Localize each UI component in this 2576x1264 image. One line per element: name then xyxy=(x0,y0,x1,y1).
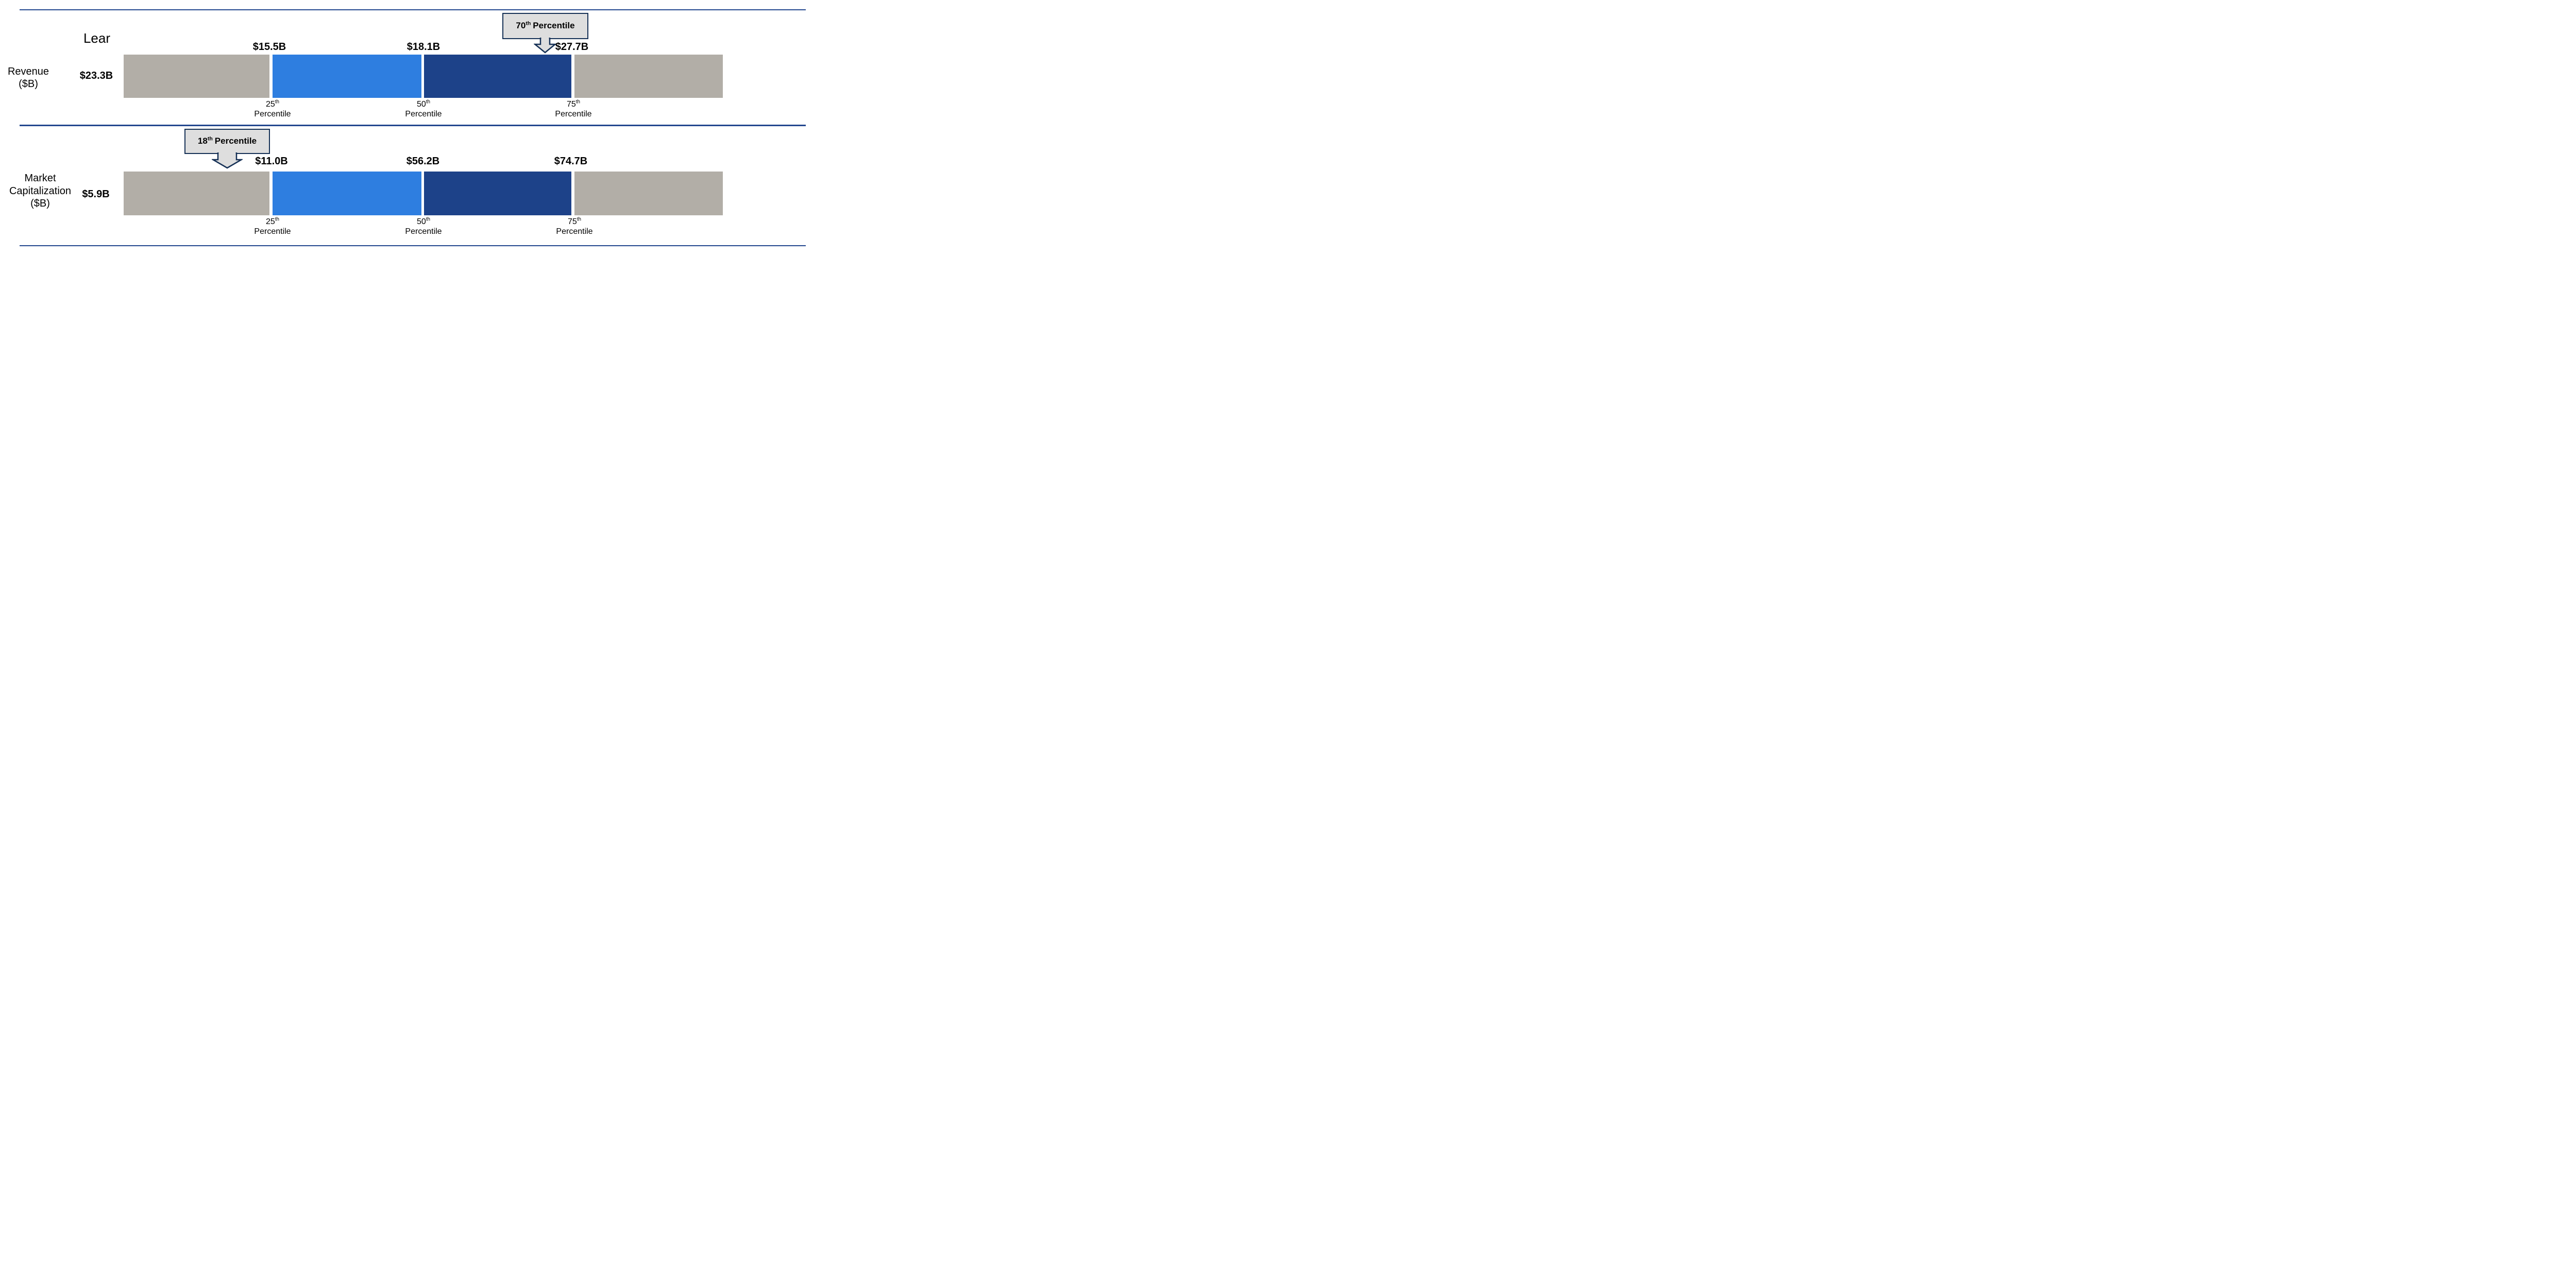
metric-label-line: Capitalization xyxy=(9,185,72,197)
down-arrow-icon xyxy=(212,152,243,169)
tick-number-line: 75th xyxy=(566,99,581,109)
callout-18th-percentile: 18th Percentile xyxy=(184,129,270,154)
tick-word-line: Percentile xyxy=(254,109,291,118)
callout-ordinal: th xyxy=(526,20,531,27)
tick-word-line: Percentile xyxy=(254,227,291,236)
tick-word-line: Percentile xyxy=(555,109,592,118)
company-title: Lear xyxy=(83,30,111,46)
tick-word-line: Percentile xyxy=(405,227,442,236)
bar-segment-p25-p50 xyxy=(273,172,421,215)
tick-p75-revenue: 75th Percentile xyxy=(537,99,609,119)
bar-market-cap xyxy=(124,172,723,215)
tick-number-line: 50th xyxy=(416,99,431,109)
bar-segment-below-p25 xyxy=(124,55,269,98)
divider-bottom xyxy=(20,245,806,246)
callout-word: Percentile xyxy=(214,136,257,146)
callout-number: 70 xyxy=(516,21,526,30)
divider-middle xyxy=(20,125,806,126)
metric-label-line: Market xyxy=(24,173,56,184)
percentile-benchmark-chart: Lear Revenue ($B) $23.3B 70th Percentile … xyxy=(0,0,806,253)
callout-number: 18 xyxy=(197,136,208,146)
metric-label-revenue: Revenue ($B) xyxy=(1,65,56,90)
metric-value-market-cap: $5.9B xyxy=(82,189,110,200)
tick-p25-market-cap: 25th Percentile xyxy=(236,217,309,236)
tick-number-line: 75th xyxy=(567,216,582,226)
bar-revenue xyxy=(124,55,723,98)
metric-label-line: ($B) xyxy=(30,198,50,209)
value-p50-market-cap: $56.2B xyxy=(406,156,440,167)
tick-number-line: 25th xyxy=(265,99,280,109)
metric-label-line: Revenue xyxy=(7,66,49,77)
tick-number-line: 25th xyxy=(265,216,280,226)
bar-segment-above-p75 xyxy=(574,172,723,215)
metric-label-line: ($B) xyxy=(19,78,38,90)
tick-word-line: Percentile xyxy=(405,109,442,118)
tick-p50-market-cap: 50th Percentile xyxy=(387,217,460,236)
tick-p75-market-cap: 75th Percentile xyxy=(538,217,611,236)
bar-segment-below-p25 xyxy=(124,172,269,215)
tick-p25-revenue: 25th Percentile xyxy=(236,99,309,119)
callout-70th-percentile: 70th Percentile xyxy=(502,13,588,39)
metric-label-market-cap: Market Capitalization ($B) xyxy=(4,172,76,210)
bar-segment-p25-p50 xyxy=(273,55,421,98)
value-p75-market-cap: $74.7B xyxy=(554,156,588,167)
divider-top xyxy=(20,9,806,10)
bar-segment-above-p75 xyxy=(574,55,723,98)
bar-segment-p50-p75 xyxy=(424,55,571,98)
callout-word: Percentile xyxy=(533,21,575,30)
value-p25-revenue: $15.5B xyxy=(252,41,286,53)
value-p75-revenue: $27.7B xyxy=(555,41,589,53)
metric-value-revenue: $23.3B xyxy=(79,70,113,81)
tick-p50-revenue: 50th Percentile xyxy=(387,99,460,119)
value-p25-market-cap: $11.0B xyxy=(255,156,288,167)
callout-ordinal: th xyxy=(207,135,213,142)
tick-word-line: Percentile xyxy=(556,227,593,236)
tick-number-line: 50th xyxy=(416,216,431,226)
bar-segment-p50-p75 xyxy=(424,172,571,215)
value-p50-revenue: $18.1B xyxy=(406,41,440,53)
down-arrow-icon xyxy=(534,38,556,54)
